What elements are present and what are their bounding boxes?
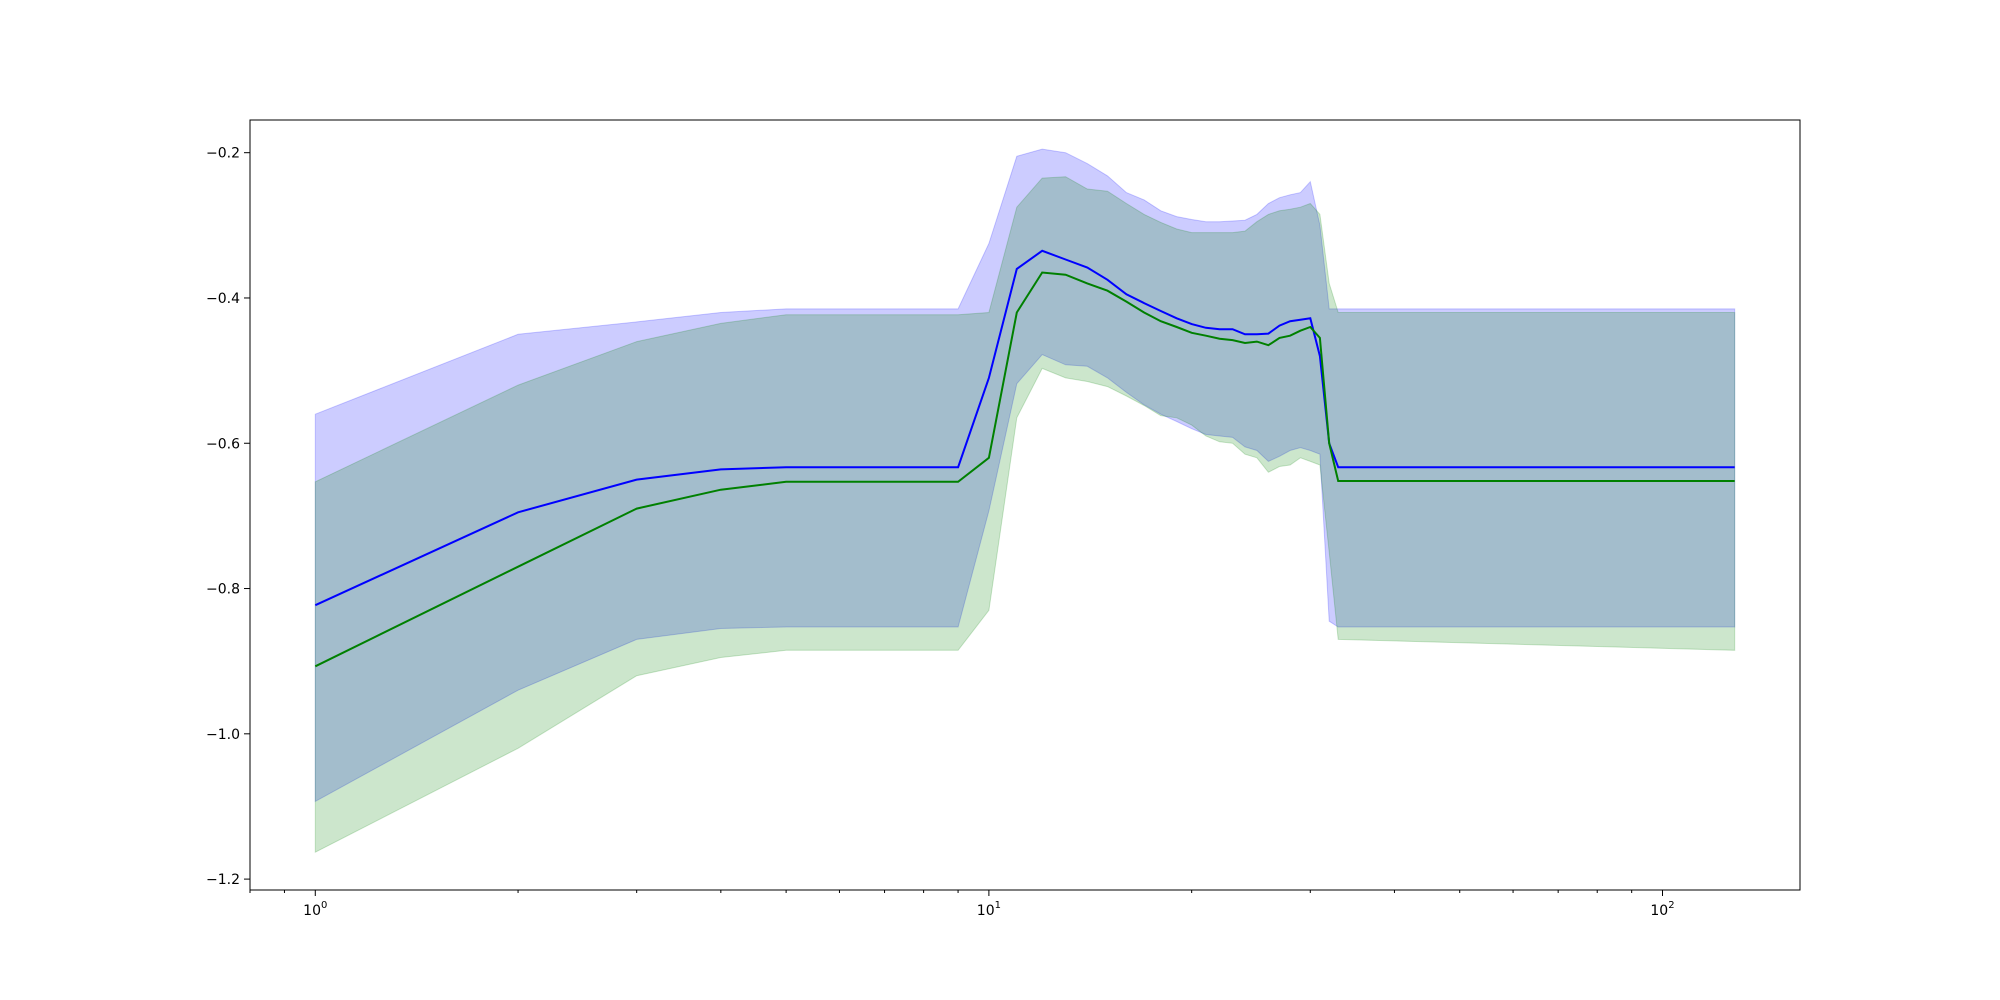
- y-axis: −0.2 −0.4 −0.6 −0.8 −1.0 −1.2: [206, 146, 250, 888]
- y-tick-label: −0.4: [206, 291, 240, 307]
- y-tick-label: −1.0: [206, 727, 240, 743]
- series-1-line: [314, 249, 1735, 607]
- y-tick-label: −0.2: [206, 146, 240, 162]
- confidence-bands: [314, 148, 1736, 854]
- y-tick-label: −1.2: [206, 872, 240, 888]
- y-tick-label: −0.8: [206, 582, 240, 598]
- series-1-band: [314, 148, 1736, 803]
- x-axis: 100 101 102: [249, 890, 1675, 919]
- series-lines: [314, 249, 1735, 668]
- series-2-line: [314, 271, 1735, 668]
- y-tick-label: −0.6: [206, 436, 240, 452]
- x-tick-label: 100: [303, 900, 327, 919]
- plot-frame: [249, 119, 1801, 891]
- series-2-band: [314, 176, 1736, 854]
- x-tick-label: 102: [1650, 900, 1674, 919]
- x-tick-label: 101: [977, 900, 1001, 919]
